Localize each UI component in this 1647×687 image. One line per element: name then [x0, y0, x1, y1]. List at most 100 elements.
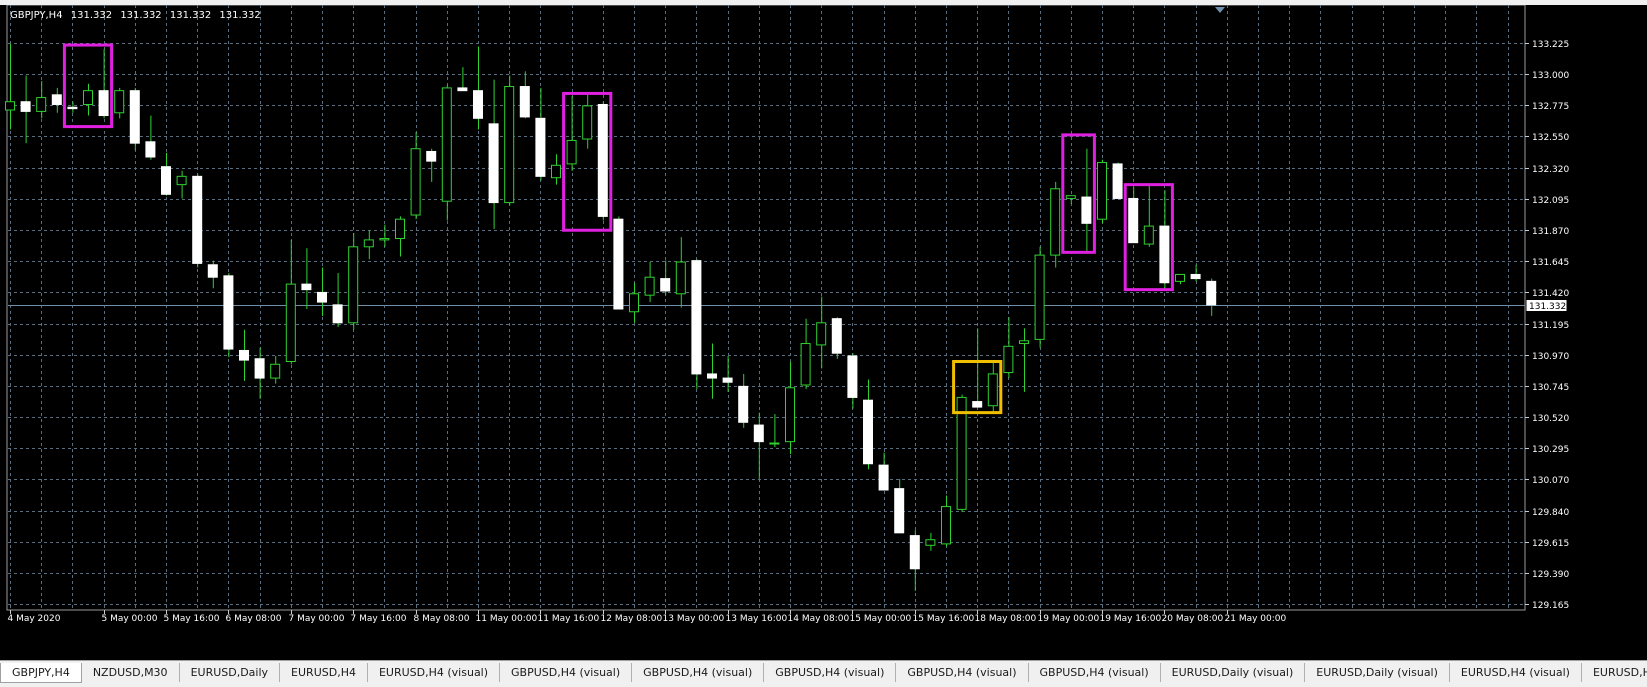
candle-body-bull	[379, 238, 390, 241]
candle-body-bull	[1065, 195, 1076, 199]
y-tick-label: 132.320	[1532, 165, 1569, 175]
y-tick-label: 133.225	[1532, 40, 1569, 50]
current-price-tag: 131.332	[1529, 302, 1566, 312]
candle-body-bear	[332, 304, 343, 324]
candle-body-bull	[629, 293, 639, 313]
ohlc-open: 131.332	[70, 10, 113, 21]
candle-body-bull	[1050, 188, 1061, 256]
chart-tab[interactable]: GBPUSD,H4 (visual)	[1029, 663, 1161, 682]
candle-body-bull	[941, 506, 951, 545]
candle-body-bull	[5, 101, 15, 111]
current-price-tag-bg	[1525, 299, 1568, 312]
candle-body-bull	[925, 539, 936, 546]
chart-tab[interactable]: EURUSD,Daily (visual)	[1305, 663, 1450, 682]
candle-body-bull	[785, 387, 795, 443]
y-tick-label: 131.195	[1532, 321, 1569, 331]
candle-body-bear	[1190, 273, 1201, 280]
candle-body-bull	[285, 283, 296, 362]
chart-tab[interactable]: EURUSD,H4 (visua	[1582, 663, 1647, 682]
ohlc-close: 131.332	[219, 10, 261, 21]
x-tick-label: 11 May 00:00	[476, 614, 538, 624]
candle-body-bull	[816, 322, 827, 346]
x-tick-label: 20 May 08:00	[1162, 614, 1224, 624]
x-tick-label: 5 May 16:00	[164, 614, 220, 624]
candle-body-bear	[129, 90, 140, 144]
x-tick-label: 13 May 00:00	[663, 614, 725, 624]
plot-frame	[6, 5, 1526, 611]
candle-body-bear	[223, 275, 234, 350]
candle-body-bear	[239, 349, 249, 361]
x-tick-label: 12 May 08:00	[601, 614, 663, 624]
candle-body-bull	[582, 105, 593, 140]
candle-body-bear	[613, 218, 624, 310]
candle-body-bull	[800, 343, 811, 386]
candle-body-bull	[566, 139, 577, 165]
ohlc-high: 131.332	[120, 10, 162, 21]
y-tick-label: 130.970	[1532, 352, 1569, 362]
candle-body-bull	[1003, 345, 1014, 374]
candle-body-bear	[207, 264, 218, 278]
candle-body-bull	[363, 239, 374, 248]
y-tick-label: 129.390	[1532, 570, 1569, 580]
chart-tab[interactable]: GBPJPY,H4	[0, 663, 82, 683]
candle-body-bear	[597, 103, 608, 217]
y-tick-label: 129.615	[1532, 539, 1569, 549]
candle-body-bull	[270, 363, 281, 379]
x-tick-label: 13 May 16:00	[726, 614, 788, 624]
candle-body-bull	[644, 276, 655, 296]
chart-tab[interactable]: GBPUSD,H4 (visual)	[632, 663, 765, 682]
y-tick-label: 130.070	[1532, 476, 1569, 486]
y-tick-label: 133.000	[1532, 71, 1569, 81]
candle-body-bear	[909, 535, 920, 570]
chart-tab[interactable]: GBPUSD,H4 (visual)	[764, 663, 897, 682]
candle-body-bear	[1081, 196, 1092, 224]
candle-body-bear	[254, 358, 265, 379]
candle-body-bull	[395, 218, 405, 240]
chart-tab[interactable]: NZDUSD,M30	[82, 663, 180, 682]
candle-body-bear	[863, 399, 873, 465]
y-tick-label: 130.295	[1532, 445, 1569, 455]
candle-body-bear	[1159, 225, 1170, 284]
chart-symbol: GBPJPY,H4	[10, 10, 63, 21]
candle-body-bear	[317, 291, 327, 303]
x-tick-label: 4 May 2020	[8, 614, 61, 624]
candle-body-bull	[769, 442, 780, 445]
chart-tab-bar: GBPJPY,H4 NZDUSD,M30 EURUSD,Daily EURUSD,H4…	[0, 660, 1647, 687]
y-tick-label: 129.165	[1532, 601, 1569, 611]
candle-body-bear	[488, 123, 499, 204]
candle-body-bear	[457, 87, 468, 92]
candle-body-bear	[878, 464, 889, 491]
chart-tab[interactable]: EURUSD,Daily (visual)	[1161, 663, 1306, 682]
x-tick-label: 19 May 00:00	[1038, 614, 1100, 624]
price-chart[interactable]: 133.225 133.000 132.775 132.550 132.320 132.0…	[0, 5, 1647, 660]
candle-body-bull	[956, 396, 967, 510]
chart-tab[interactable]: GBPUSD,H4 (visual)	[896, 663, 1029, 682]
candle-body-bear	[660, 278, 671, 292]
chart-tab[interactable]: EURUSD,Daily	[180, 663, 281, 682]
candle-body-bear	[847, 355, 858, 398]
y-tick-label: 131.645	[1532, 258, 1569, 268]
y-tick-label: 132.095	[1532, 196, 1569, 206]
chart-tab[interactable]: EURUSD,H4	[280, 663, 368, 682]
chart-window[interactable]: 133.225 133.000 132.775 132.550 132.320 132.0…	[0, 5, 1647, 660]
y-tick-label: 129.840	[1532, 508, 1569, 518]
candle-body-bear	[426, 150, 437, 162]
chart-tab[interactable]: EURUSD,H4 (visual)	[1450, 663, 1582, 682]
x-tick-label: 6 May 08:00	[226, 614, 282, 624]
y-tick-label: 130.520	[1532, 414, 1569, 424]
candle-body-bear	[67, 106, 78, 110]
x-tick-label: 15 May 00:00	[850, 614, 912, 624]
candle-body-bull	[441, 87, 452, 202]
candle-body-bull	[1143, 225, 1154, 245]
candle-body-bear	[1112, 163, 1123, 199]
chart-shift-marker	[1215, 7, 1225, 13]
candle-body-bear	[192, 175, 203, 264]
chart-tab[interactable]: GBPUSD,H4 (visual)	[500, 663, 633, 682]
candle-body-bull	[83, 90, 93, 105]
candle-body-bear	[894, 488, 905, 534]
y-tick-label: 131.420	[1532, 289, 1569, 299]
chart-header: GBPJPY,H4 131.332 131.332 131.332 131.33…	[10, 10, 266, 21]
candle-body-bull	[1097, 162, 1107, 220]
chart-tab[interactable]: EURUSD,H4 (visual)	[368, 663, 501, 682]
candle-body-bear	[722, 377, 733, 383]
